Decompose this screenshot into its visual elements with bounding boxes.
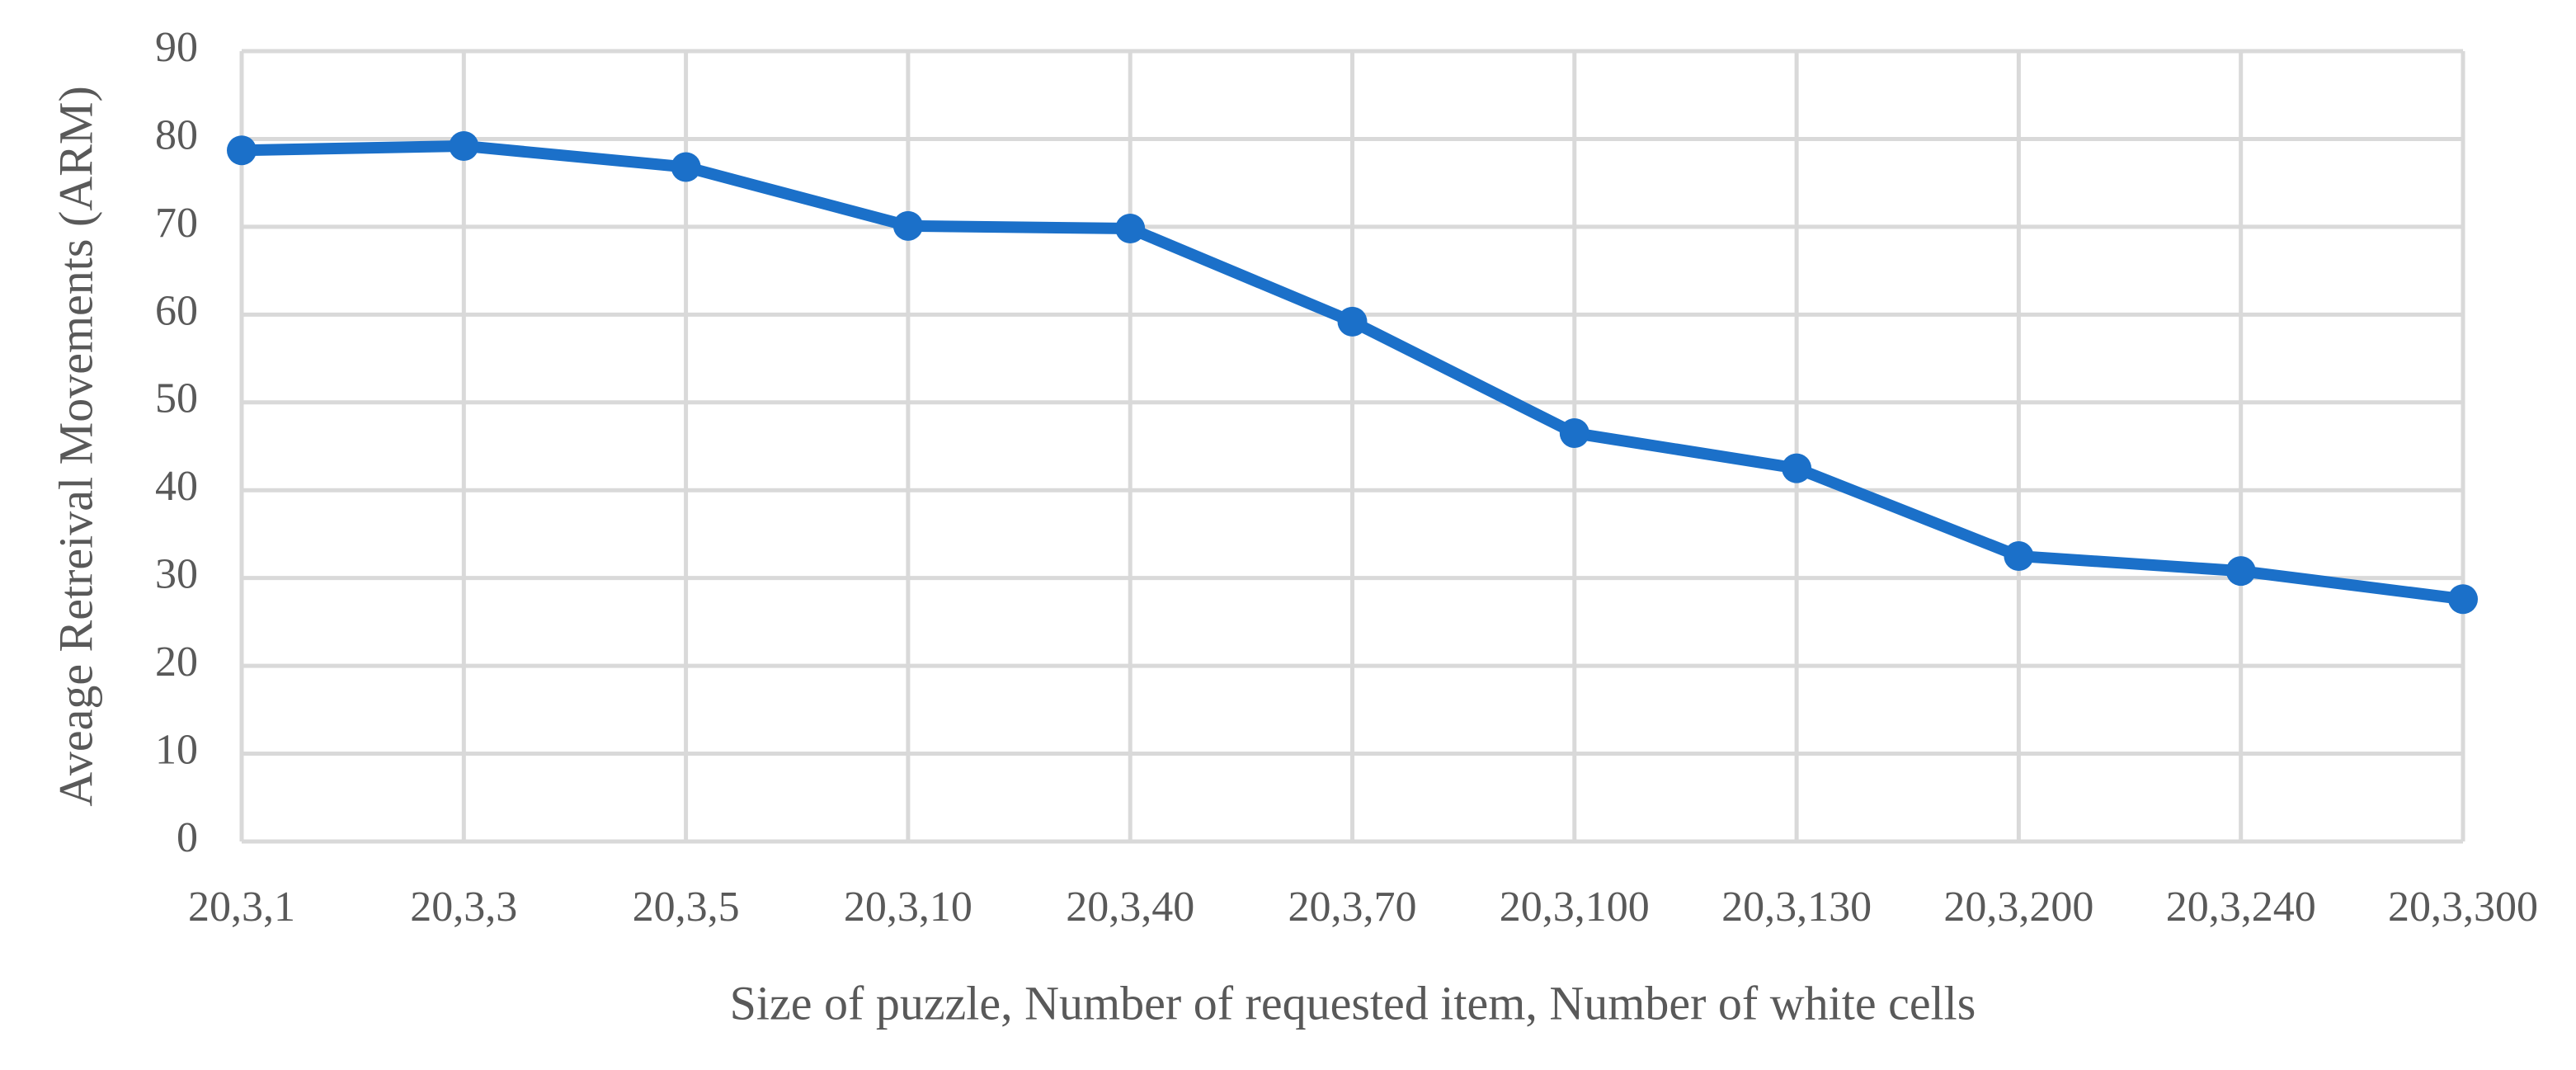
x-tick-label: 20,3,240 [2166, 884, 2316, 931]
x-tick-label: 20,3,5 [633, 884, 740, 931]
x-tick-label: 20,3,3 [410, 884, 517, 931]
point [1559, 418, 1589, 449]
y-tick-label: 50 [155, 375, 198, 422]
y-tick-label: 30 [155, 551, 198, 598]
point [2225, 556, 2256, 587]
point [1115, 214, 1146, 244]
point [892, 210, 923, 241]
point [2004, 541, 2034, 572]
point [1337, 306, 1368, 337]
x-tick-label: 20,3,40 [1066, 884, 1194, 931]
point [449, 130, 479, 161]
point [227, 135, 257, 166]
x-tick-label: 20,3,70 [1288, 884, 1417, 931]
y-axis-title: Aveage Retreival Movements (ARM) [49, 86, 102, 807]
y-tick-label: 80 [155, 111, 198, 158]
y-tick-label: 60 [155, 287, 198, 334]
x-tick-label: 20,3,130 [1721, 884, 1872, 931]
point [671, 152, 701, 182]
y-tick-label: 40 [155, 463, 198, 510]
x-tick-label: 20,3,10 [844, 884, 972, 931]
x-tick-label: 20,3,1 [188, 884, 295, 931]
y-tick-label: 90 [155, 24, 198, 71]
x-tick-label: 20,3,300 [2388, 884, 2538, 931]
y-tick-label: 0 [177, 814, 198, 861]
x-axis-title: Size of puzzle, Number of requested item… [730, 976, 1976, 1030]
x-tick-label: 20,3,100 [1500, 884, 1650, 931]
x-tick-label: 20,3,200 [1943, 884, 2093, 931]
y-tick-label: 20 [155, 639, 198, 686]
y-tick-label: 10 [155, 726, 198, 773]
y-tick-label: 70 [155, 200, 198, 247]
point [2448, 584, 2478, 615]
point [1782, 453, 1812, 483]
